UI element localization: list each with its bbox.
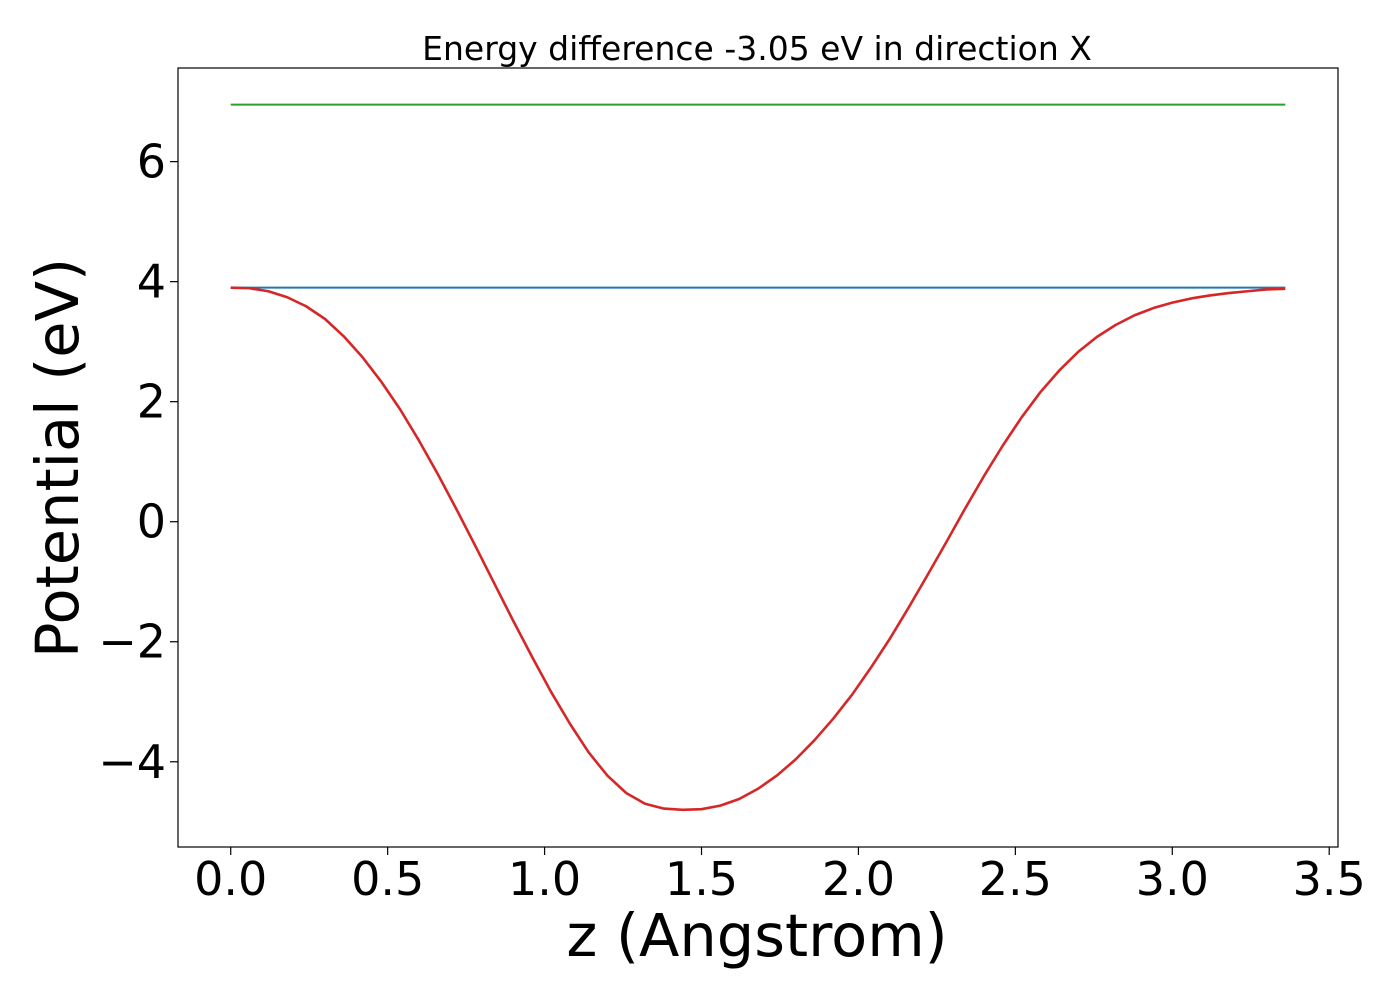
y-tick-label: 0: [137, 495, 166, 549]
y-tick-label: 4: [137, 255, 166, 309]
x-tick-label: 2.0: [822, 852, 895, 906]
x-tick-label: 1.5: [665, 852, 738, 906]
series-line-2: [230, 286, 1286, 812]
x-tick-label: 3.0: [1136, 852, 1209, 906]
series-layer: [230, 103, 1286, 812]
x-tick-label: 2.5: [979, 852, 1052, 906]
y-tick-label: 6: [137, 135, 166, 189]
plot-frame: [177, 67, 1339, 848]
y-axis-label: Potential (eV): [23, 258, 92, 658]
y-tick-label: −4: [98, 735, 166, 789]
x-axis: 0.0 0.5 1.0 1.5 2.0 2.5 3.0 3.5: [194, 847, 1366, 906]
x-tick-label: 1.0: [508, 852, 581, 906]
y-tick-label: −2: [98, 615, 166, 669]
x-tick-label: 0.5: [351, 852, 424, 906]
chart-title: Energy difference -3.05 eV in direction …: [422, 29, 1092, 68]
y-tick-label: 2: [137, 375, 166, 429]
x-tick-label: 3.5: [1293, 852, 1366, 906]
x-axis-label: z (Angstrom): [566, 901, 947, 970]
x-tick-label: 0.0: [194, 852, 267, 906]
y-axis: −4 −2 0 2 4 6: [98, 135, 178, 789]
